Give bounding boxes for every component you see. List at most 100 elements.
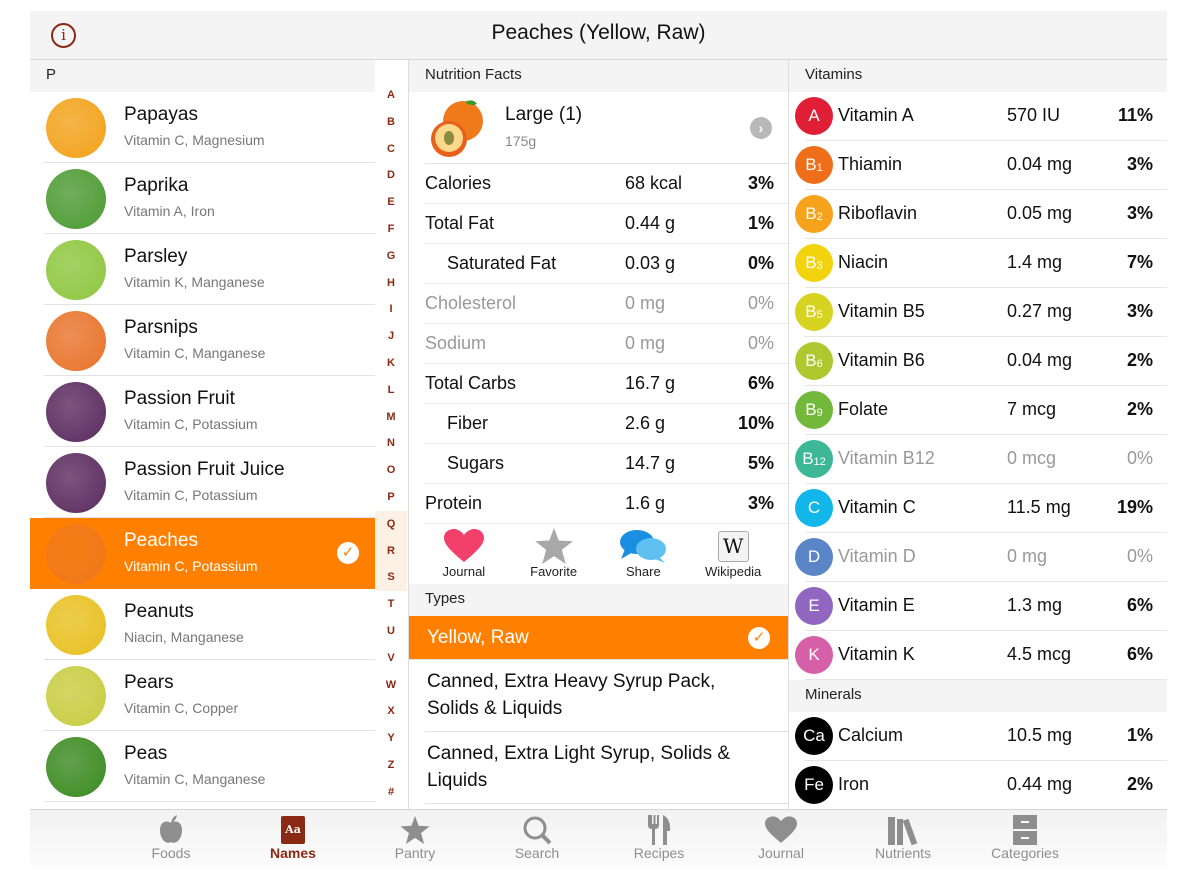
nutrient-pct: 6% (747, 373, 774, 393)
index-letter[interactable]: N (387, 437, 395, 450)
food-list-item[interactable]: Passion Fruit Vitamin C, Potassium (44, 376, 375, 447)
vitamin-row[interactable]: B1 Thiamin 0.04 mg 3% (795, 141, 1167, 190)
vitamin-row[interactable]: B6 Vitamin B6 0.04 mg 2% (795, 337, 1167, 386)
tab-names[interactable]: Aa Names (232, 810, 354, 866)
index-letter[interactable]: B (387, 115, 395, 128)
vitamin-row[interactable]: B3 Niacin 1.4 mg 7% (795, 239, 1167, 288)
food-list-item[interactable]: Passion Fruit Juice Vitamin C, Potassium (44, 447, 375, 518)
food-list-item[interactable]: Parsnips Vitamin C, Manganese (44, 305, 375, 376)
tab-recipes[interactable]: Recipes (598, 810, 720, 866)
nutrition-row[interactable]: Cholesterol 0 mg 0% (425, 284, 788, 324)
food-list-item[interactable]: Peas Vitamin C, Manganese (44, 731, 375, 802)
vitamin-value: 11.5 mg (1007, 497, 1071, 517)
favorite-button[interactable]: Favorite (509, 528, 599, 584)
vitamin-pct: 0% (1126, 546, 1153, 566)
vitamin-row[interactable]: B12 Vitamin B12 0 mcg 0% (795, 435, 1167, 484)
nutrition-row[interactable]: Saturated Fat 0.03 g 0% (425, 244, 788, 284)
vitamin-row[interactable]: C Vitamin C 11.5 mg 19% (795, 484, 1167, 533)
info-icon[interactable]: i (51, 23, 76, 48)
tab-nutrients[interactable]: Nutrients (842, 810, 964, 866)
index-letter[interactable]: # (387, 785, 395, 798)
tab-foods[interactable]: Foods (110, 810, 232, 866)
food-image (46, 666, 106, 726)
tab-journal[interactable]: Journal (720, 810, 842, 866)
tab-label: Foods (151, 845, 191, 861)
vitamin-row[interactable]: B5 Vitamin B5 0.27 mg 3% (795, 288, 1167, 337)
index-letter[interactable]: D (387, 169, 395, 182)
vitamin-value: 0.04 mg (1007, 154, 1073, 174)
index-letter[interactable]: W (385, 678, 397, 691)
nutrient-pct: 0% (747, 253, 774, 273)
vitamin-row[interactable]: E Vitamin E 1.3 mg 6% (795, 582, 1167, 631)
food-name: Peas (124, 743, 168, 764)
index-letter[interactable]: M (386, 410, 396, 423)
tab-categories[interactable]: Categories (964, 810, 1086, 866)
food-list-item[interactable]: Parsley Vitamin K, Manganese (44, 234, 375, 305)
mineral-row[interactable]: Fe Iron 0.44 mg 2% (795, 761, 1167, 810)
food-list-item[interactable]: Peanuts Niacin, Manganese (44, 589, 375, 660)
chevron-right-icon[interactable]: › (750, 117, 772, 139)
index-letter[interactable]: F (387, 222, 395, 235)
index-letter[interactable]: I (389, 303, 393, 316)
index-letter[interactable]: K (387, 356, 395, 369)
food-image (46, 595, 106, 655)
vitamin-row[interactable]: B2 Riboflavin 0.05 mg 3% (795, 190, 1167, 239)
food-nutrients: Vitamin C, Manganese (124, 345, 266, 361)
index-letter[interactable]: Y (387, 732, 395, 745)
index-letter[interactable]: G (386, 249, 396, 262)
index-letter[interactable]: A (387, 89, 395, 101)
food-list[interactable]: P Papayas Vitamin C, Magnesium Paprika V… (30, 60, 375, 820)
food-name: Paprika (124, 175, 189, 196)
vitamin-row[interactable]: B9 Folate 7 mcg 2% (795, 386, 1167, 435)
index-letter[interactable]: S (375, 564, 407, 592)
index-letter[interactable]: L (387, 383, 395, 396)
index-letter[interactable]: P (387, 490, 395, 503)
mineral-value: 0.44 mg (1007, 774, 1073, 794)
tab-label: Search (514, 845, 560, 861)
mineral-name: Calcium (838, 725, 904, 745)
index-letter[interactable]: Z (387, 758, 395, 771)
alpha-index[interactable]: A B C D E F G H I J K L M N O P Q R S T U V W X Y Z # (375, 60, 407, 820)
tab-search[interactable]: Search (476, 810, 598, 866)
share-button[interactable]: Share (599, 528, 689, 584)
vitamin-name: Riboflavin (838, 203, 918, 223)
food-list-item[interactable]: Paprika Vitamin A, Iron (44, 163, 375, 234)
nutrition-row[interactable]: Calories 68 kcal 3% (425, 164, 788, 204)
vitamin-row[interactable]: A Vitamin A 570 IU 11% (795, 92, 1167, 141)
vitamin-pct: 2% (1126, 350, 1153, 370)
nutrition-row[interactable]: Protein 1.6 g 3% (425, 484, 788, 524)
index-letter[interactable]: V (387, 651, 395, 664)
index-letter[interactable]: E (387, 196, 395, 209)
nutrition-row[interactable]: Sodium 0 mg 0% (425, 324, 788, 364)
tab-pantry[interactable]: Pantry (354, 810, 476, 866)
index-letter[interactable]: Q (375, 510, 407, 538)
index-letter[interactable]: C (387, 142, 395, 155)
index-letter[interactable]: X (387, 705, 395, 718)
nutrition-row[interactable]: Sugars 14.7 g 5% (425, 444, 788, 484)
app-window: i Peaches (Yellow, Raw) P Papayas Vitami… (30, 11, 1167, 866)
serving-size-row[interactable]: Large (1) 175g › (425, 92, 788, 164)
food-list-item[interactable]: Peaches Vitamin C, Potassium ✓ (30, 518, 375, 589)
food-list-item[interactable]: Pears Vitamin C, Copper (44, 660, 375, 731)
type-option[interactable]: Canned, Extra Heavy Syrup Pack, Solids &… (425, 660, 788, 732)
wikipedia-button[interactable]: W Wikipedia (688, 528, 778, 584)
vitamin-row[interactable]: K Vitamin K 4.5 mcg 6% (795, 631, 1167, 680)
heart-icon (443, 529, 484, 562)
nutrition-row[interactable]: Total Carbs 16.7 g 6% (425, 364, 788, 404)
index-letter[interactable]: R (375, 537, 407, 565)
nutrition-row[interactable]: Fiber 2.6 g 10% (425, 404, 788, 444)
vitamin-row[interactable]: D Vitamin D 0 mg 0% (795, 533, 1167, 582)
index-letter[interactable]: J (387, 330, 395, 343)
type-option[interactable]: Canned, Extra Light Syrup, Solids & Liqu… (425, 732, 788, 804)
index-letter[interactable]: O (386, 464, 396, 477)
food-nutrients: Vitamin K, Manganese (124, 274, 265, 290)
type-option[interactable]: Yellow, Raw ✓ (409, 616, 788, 660)
index-letter[interactable]: T (387, 598, 395, 611)
nutrition-row[interactable]: Total Fat 0.44 g 1% (425, 204, 788, 244)
food-list-item[interactable]: Papayas Vitamin C, Magnesium (44, 92, 375, 163)
journal-button[interactable]: Journal (419, 528, 509, 584)
index-letter[interactable]: U (387, 624, 395, 637)
index-letter[interactable]: H (387, 276, 395, 289)
mineral-row[interactable]: Ca Calcium 10.5 mg 1% (795, 712, 1167, 761)
vitamin-name: Vitamin D (838, 546, 916, 566)
